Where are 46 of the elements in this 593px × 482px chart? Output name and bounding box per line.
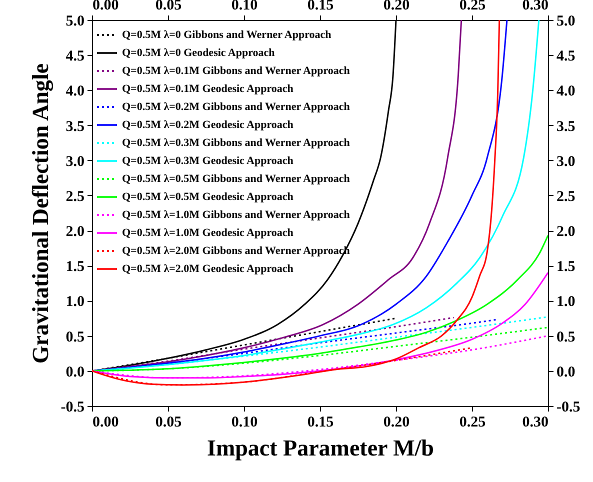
x2-tick-label: 0.15 <box>307 414 334 430</box>
y-tick-label: 4.0 <box>66 84 84 100</box>
y2-tick-label: 3.5 <box>556 118 576 135</box>
y2-tick-label: -0.5 <box>556 400 580 416</box>
y2-tick-label: 0.5 <box>556 329 576 346</box>
legend-label: Q=0.5M λ=0.5M Gibbons and Werner Approach <box>122 173 350 185</box>
legend-label: Q=0.5M λ=0.1M Geodesic Approach <box>122 83 294 95</box>
x2-tick-label: 0.20 <box>383 414 410 430</box>
y-axis-title: Gravitational Deflection Angle <box>28 63 54 364</box>
y-tick-label: 2.5 <box>66 188 84 205</box>
x2-tick-label: 0.05 <box>155 414 182 430</box>
legend-label: Q=0.5M λ=2.0M Geodesic Approach <box>122 263 294 275</box>
legend-label: Q=0.5M λ=0.3M Gibbons and Werner Approach <box>122 137 350 149</box>
y2-tick-label: 2.5 <box>556 188 576 205</box>
y-tick-label: 0.0 <box>66 364 84 380</box>
y2-tick-label: 1.5 <box>556 259 576 276</box>
x2-tick-label: 0.30 <box>522 414 548 430</box>
y-tick-label: 5.0 <box>66 14 84 30</box>
y-tick-label: 0.5 <box>66 329 84 346</box>
legend-label: Q=0.5M λ=0.2M Geodesic Approach <box>122 119 294 131</box>
y-tick-label: -0.5 <box>60 400 84 416</box>
y-tick-label: 1.0 <box>66 294 84 310</box>
y2-tick-label: 0.0 <box>556 364 576 380</box>
legend-label: Q=0.5M λ=1.0M Geodesic Approach <box>122 227 294 239</box>
y2-tick-label: 3.0 <box>556 154 576 170</box>
x2-tick-label: 0.25 <box>459 414 486 430</box>
y-tick-label: 4.5 <box>66 48 84 65</box>
y-tick-label: 3.5 <box>66 118 84 135</box>
y2-tick-label: 4.5 <box>556 48 576 65</box>
y2-tick-label: 2.0 <box>556 224 576 240</box>
legend-label: Q=0.5M λ=0.2M Gibbons and Werner Approach <box>122 101 350 113</box>
legend-label: Q=0.5M λ=0 Geodesic Approach <box>122 47 275 59</box>
y-tick-label: 1.5 <box>66 259 84 276</box>
y2-tick-label: 1.0 <box>556 294 576 310</box>
x2-tick-label: 0.10 <box>231 414 258 430</box>
y-tick-label: 3.0 <box>66 154 84 170</box>
legend-label: Q=0.5M λ=0.5M Geodesic Approach <box>122 191 294 203</box>
y-tick-label: 2.0 <box>66 224 84 240</box>
y2-tick-label: 5.0 <box>556 14 576 30</box>
legend-label: Q=0.5M λ=0.1M Gibbons and Werner Approach <box>122 65 350 77</box>
legend-label: Q=0.5M λ=0.3M Geodesic Approach <box>122 155 294 167</box>
y2-tick-label: 4.0 <box>556 84 576 100</box>
x-axis-title: Impact Parameter M/b <box>207 436 434 460</box>
legend-label: Q=0.5M λ=0 Gibbons and Werner Approach <box>122 29 332 41</box>
x2-tick-label: 0.00 <box>92 414 119 430</box>
legend-label: Q=0.5M λ=1.0M Gibbons and Werner Approach <box>122 209 350 221</box>
